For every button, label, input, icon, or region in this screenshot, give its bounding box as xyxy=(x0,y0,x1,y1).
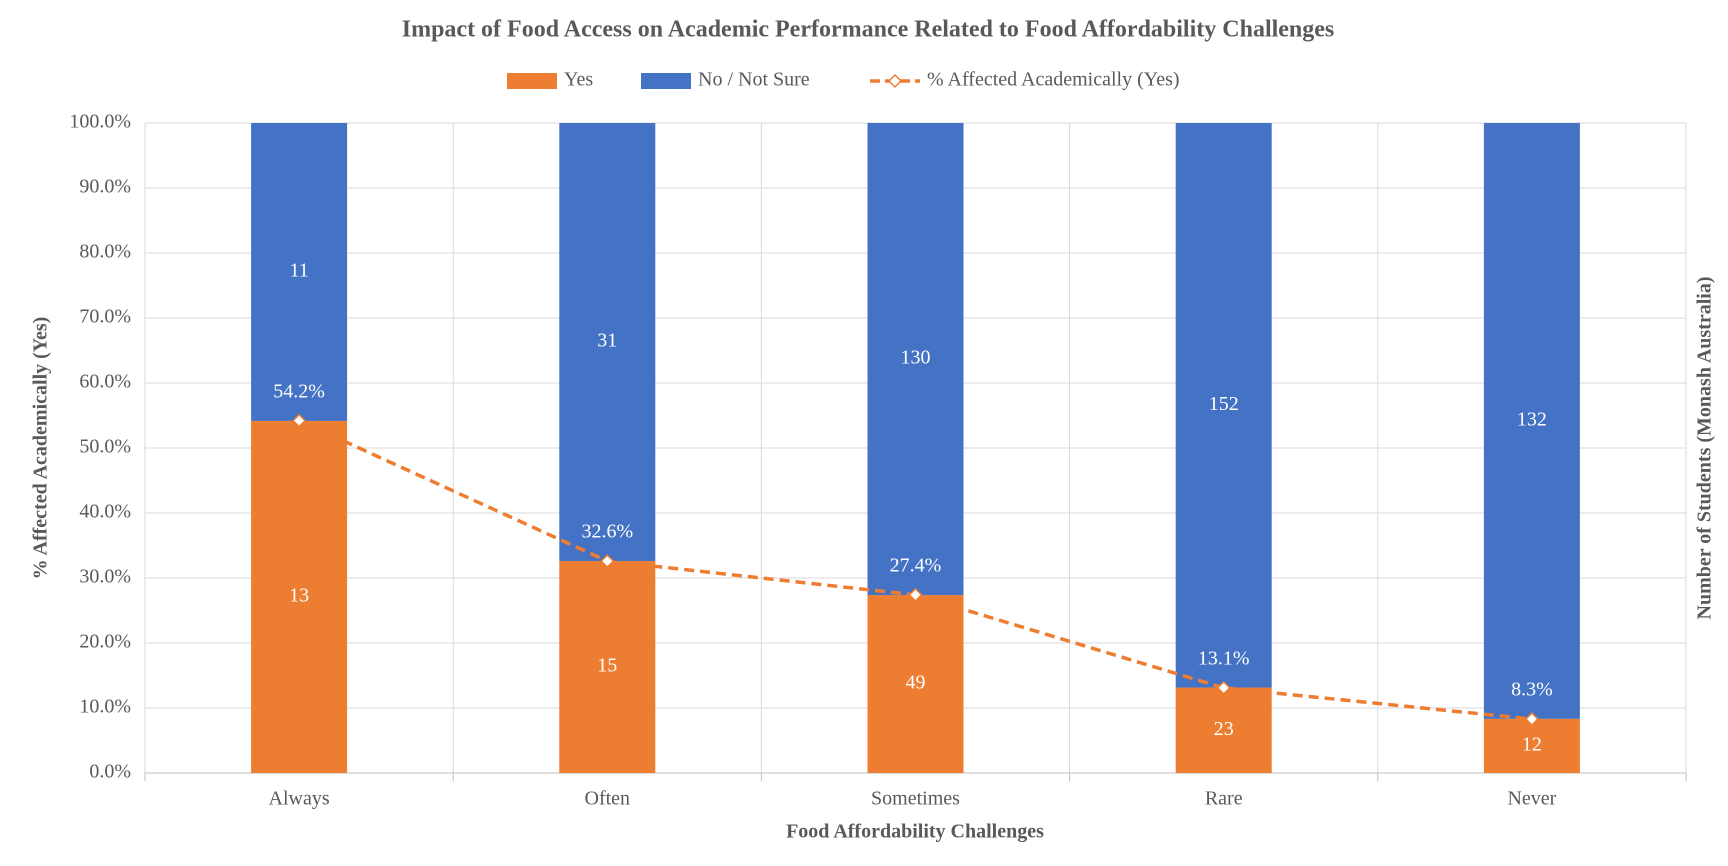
y-tick-label: 50.0% xyxy=(79,436,131,458)
bar-segment xyxy=(251,420,348,773)
bar-value-label: 132 xyxy=(1517,409,1547,431)
legend-label: % Affected Academically (Yes) xyxy=(927,69,1180,91)
legend-swatch xyxy=(641,73,691,89)
y-tick-label: 30.0% xyxy=(79,566,131,588)
y-tick-label: 40.0% xyxy=(79,501,131,523)
bar-segment xyxy=(867,123,964,596)
line-value-label: 13.1% xyxy=(1198,647,1250,669)
bar-value-label: 12 xyxy=(1522,734,1542,756)
y-tick-label: 0.0% xyxy=(89,761,131,783)
bar-segment xyxy=(1483,718,1580,773)
x-tick-label: Never xyxy=(1507,788,1556,810)
line-value-label: 27.4% xyxy=(890,554,942,576)
x-tick-label: Often xyxy=(585,788,631,810)
y-tick-label: 20.0% xyxy=(79,631,131,653)
legend-label: No / Not Sure xyxy=(698,69,810,91)
line-value-label: 8.3% xyxy=(1511,679,1553,701)
line-marker xyxy=(1524,711,1539,727)
line-marker xyxy=(600,554,615,569)
y-axis-title: % Affected Academically (Yes) xyxy=(30,317,52,580)
bar-value-label: 23 xyxy=(1214,718,1234,740)
y-tick-label: 100.0% xyxy=(69,111,131,133)
y-tick-label: 70.0% xyxy=(79,306,131,328)
y2-axis-title: Number of Students (Monash Australia) xyxy=(1694,277,1716,620)
line-marker xyxy=(1216,680,1231,695)
x-tick-label: Sometimes xyxy=(871,788,960,810)
line-marker xyxy=(908,587,923,602)
y-tick-label: 80.0% xyxy=(79,241,131,263)
x-axis-title: Food Affordability Challenges xyxy=(786,821,1044,843)
bar-segment xyxy=(251,123,348,421)
bar-value-label: 49 xyxy=(906,672,926,694)
bar-segment xyxy=(559,561,656,773)
bar-value-label: 31 xyxy=(597,330,617,352)
bar-value-label: 15 xyxy=(597,655,617,677)
legend-marker xyxy=(887,73,903,89)
chart-title: Impact of Food Access on Academic Perfor… xyxy=(402,17,1335,43)
bar-segment xyxy=(559,123,656,562)
bar-segment xyxy=(1175,123,1272,688)
bar-value-label: 152 xyxy=(1209,393,1239,415)
line-marker xyxy=(292,413,307,428)
bar-segment xyxy=(867,595,964,773)
line-value-label: 54.2% xyxy=(273,380,325,402)
legend-label: Yes xyxy=(564,69,593,91)
bar-value-label: 130 xyxy=(901,347,931,369)
legend-swatch xyxy=(507,73,557,89)
bar-value-label: 13 xyxy=(289,585,309,607)
bar-segment xyxy=(1483,123,1580,719)
x-tick-label: Rare xyxy=(1205,788,1243,810)
y-tick-label: 10.0% xyxy=(79,696,131,718)
bar-value-label: 11 xyxy=(289,260,308,282)
bar-segment xyxy=(1175,687,1272,773)
y-tick-label: 90.0% xyxy=(79,176,131,198)
y-tick-label: 60.0% xyxy=(79,371,131,393)
x-tick-label: Always xyxy=(269,788,330,810)
line-value-label: 32.6% xyxy=(581,521,633,543)
